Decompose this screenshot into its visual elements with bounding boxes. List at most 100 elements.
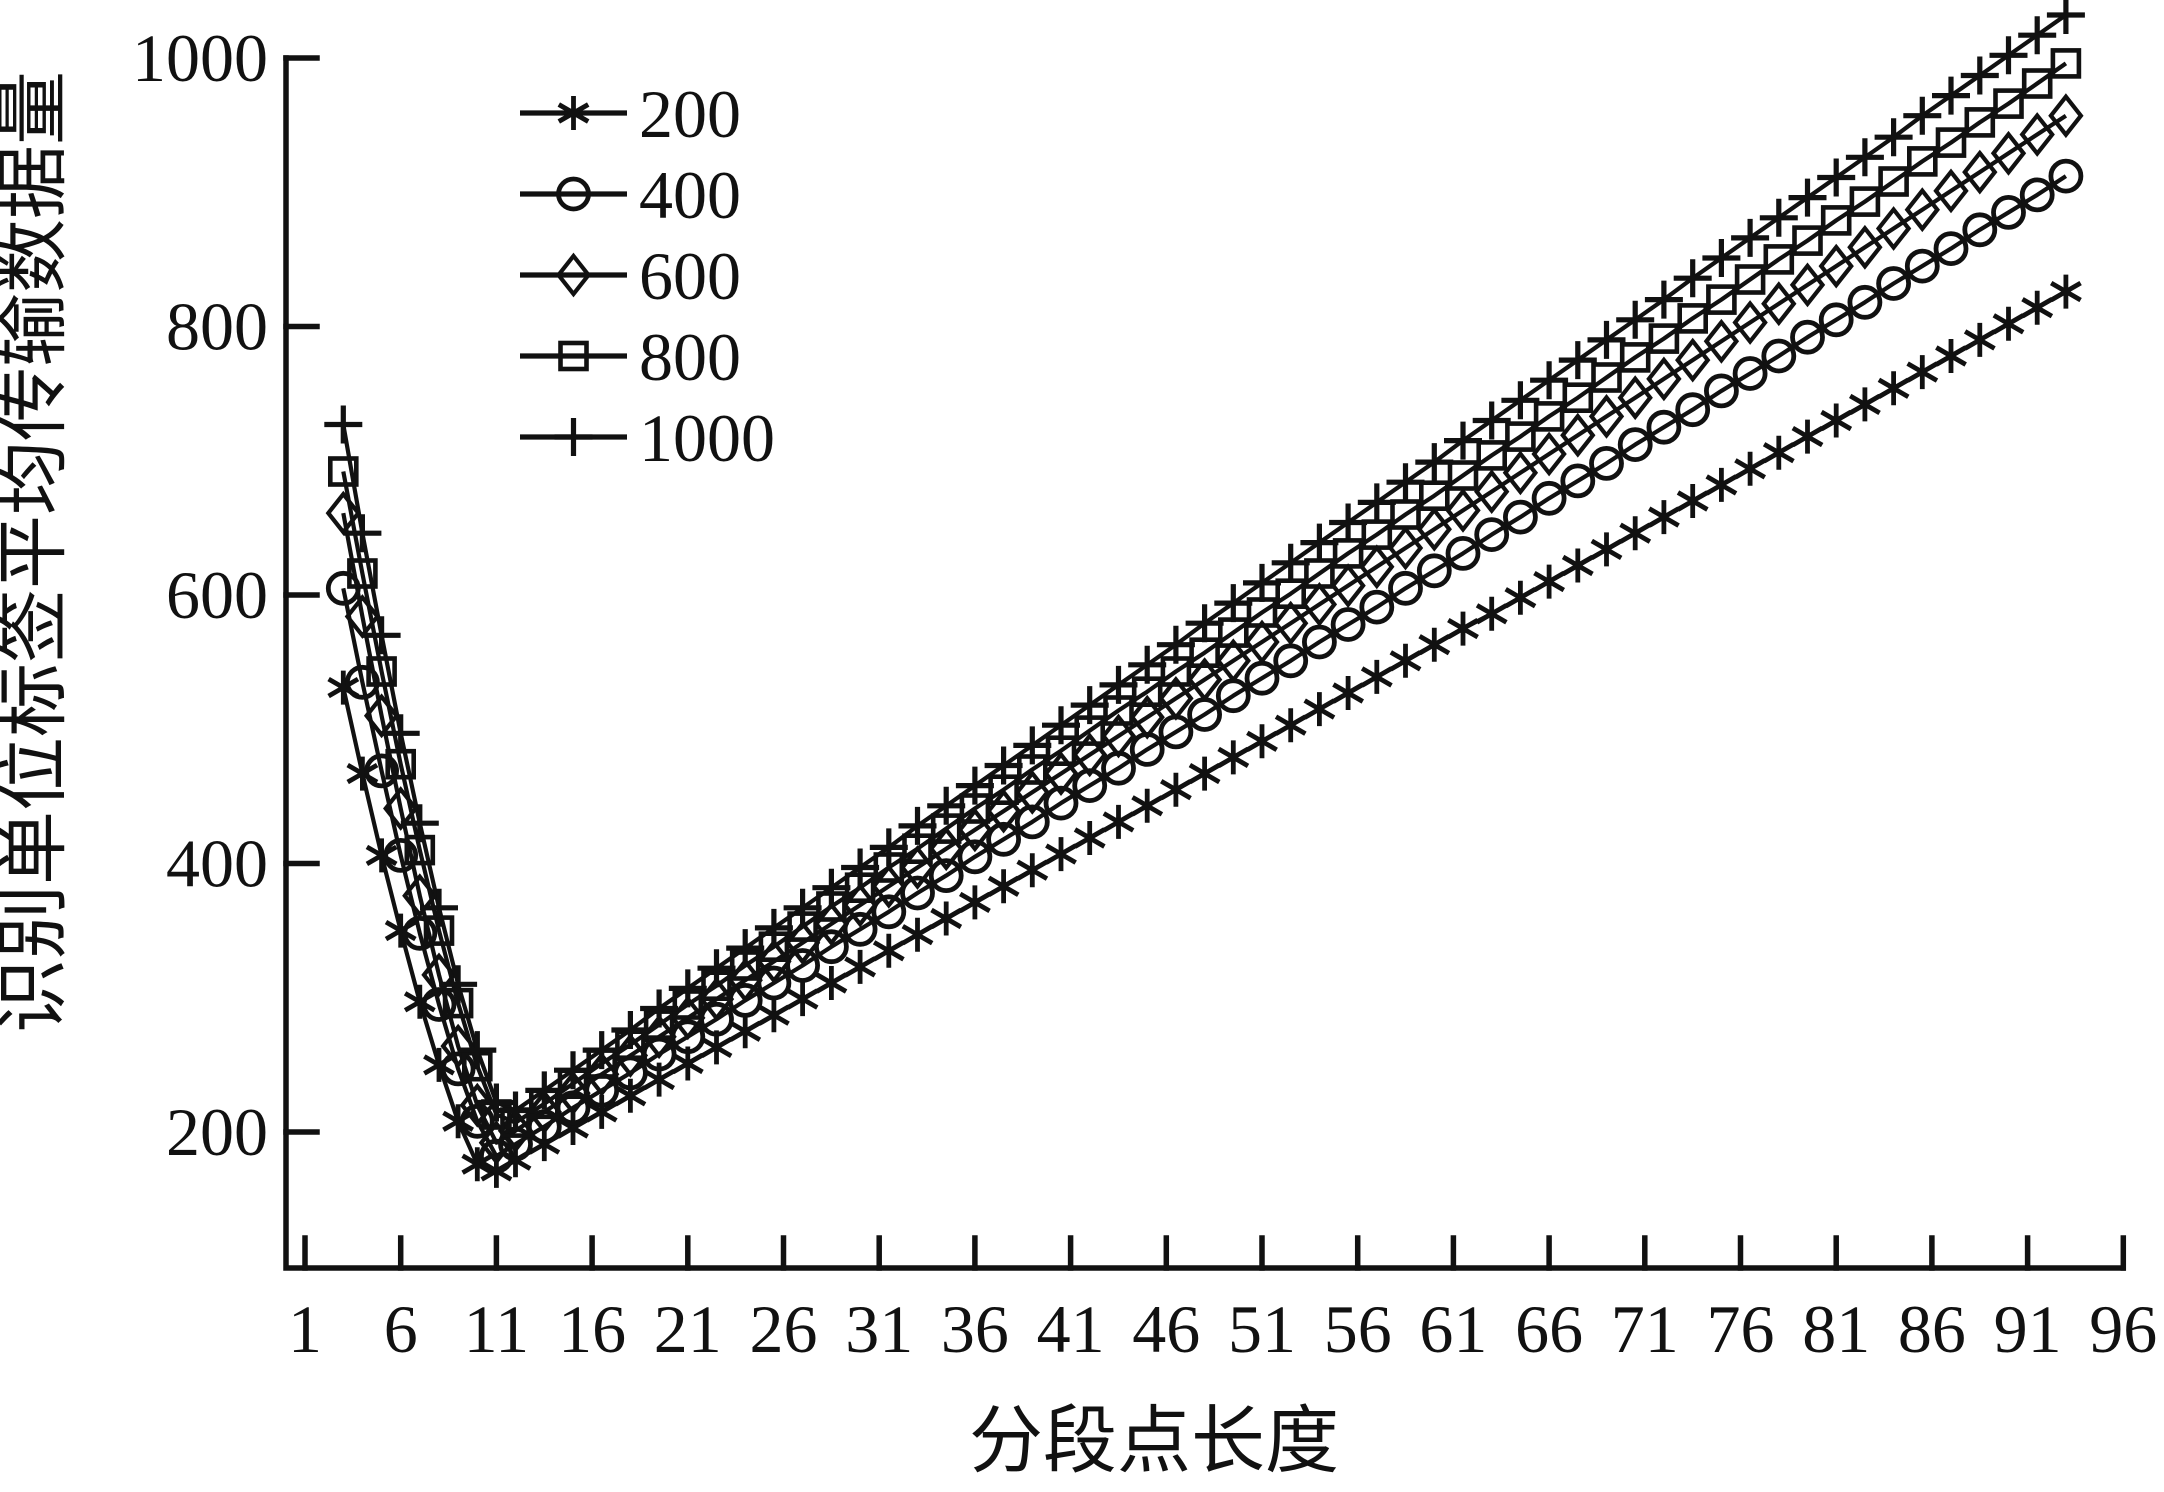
circle-marker [1818, 302, 1854, 338]
legend-label-400: 400 [639, 157, 741, 233]
diamond-marker [1761, 281, 1797, 327]
diamond-marker [1904, 187, 1940, 233]
plus-marker [554, 1051, 592, 1090]
plus-marker [1702, 239, 1741, 277]
square-marker [1619, 342, 1651, 373]
plus-marker [381, 714, 420, 753]
diamond-marker [1100, 713, 1137, 759]
diamond-marker [1244, 619, 1280, 665]
plus-marker [1616, 300, 1655, 339]
circle-marker [986, 821, 1021, 857]
asterisk-marker [1734, 451, 1767, 486]
plus-marker [1817, 158, 1856, 197]
plus-marker [420, 888, 458, 927]
diamond-marker [1273, 600, 1309, 646]
diamond-marker [1560, 412, 1596, 458]
x-tick-label-36: 36 [941, 1291, 1009, 1367]
plus-marker [400, 804, 439, 843]
square-marker [1648, 323, 1680, 354]
asterisk-marker [1360, 659, 1393, 694]
square-marker [1734, 264, 1766, 295]
diamond-marker [1474, 469, 1510, 514]
x-tick-label-46: 46 [1132, 1291, 1200, 1367]
circle-marker [1531, 480, 1567, 516]
diamond-marker [363, 693, 400, 739]
x-tick-label-66: 66 [1515, 1291, 1583, 1367]
legend-item-600: 600 [520, 238, 741, 314]
square-marker [1993, 88, 2024, 119]
diamond-marker [497, 1108, 534, 1154]
plus-marker [869, 828, 908, 867]
plus-marker [1156, 625, 1195, 664]
diamond-marker [1703, 318, 1740, 364]
diamond-marker [325, 490, 361, 536]
diamond-marker [1359, 544, 1395, 590]
plus-marker [1759, 198, 1798, 237]
plus-marker [927, 786, 966, 825]
diamond-marker [2019, 112, 2055, 157]
asterisk-marker [585, 1094, 618, 1129]
circle-marker [1474, 517, 1510, 552]
asterisk-marker [1762, 435, 1795, 470]
circle-marker [1589, 445, 1624, 481]
diamond-marker [1818, 243, 1854, 289]
diamond-marker [1962, 149, 1998, 195]
asterisk-marker [1791, 419, 1824, 454]
x-tick-label-71: 71 [1611, 1291, 1679, 1367]
square-marker [2050, 48, 2082, 79]
asterisk-marker [327, 670, 360, 705]
plus-marker [754, 908, 793, 947]
plus-marker [1788, 178, 1827, 217]
asterisk-marker [1820, 403, 1853, 438]
asterisk-marker [1217, 740, 1250, 775]
square-marker [1820, 205, 1852, 236]
asterisk-marker [844, 949, 877, 984]
plus-marker [1903, 96, 1942, 135]
x-tick-label-6: 6 [384, 1291, 418, 1367]
circle-marker [1273, 643, 1309, 679]
plus-marker [1185, 604, 1224, 643]
plus-marker [1472, 401, 1511, 440]
square-marker [1505, 421, 1536, 452]
plus-marker [582, 1031, 621, 1070]
asterisk-marker [1676, 484, 1709, 518]
circle-marker [1503, 499, 1538, 535]
asterisk-marker [1533, 564, 1566, 599]
asterisk-marker [557, 1111, 589, 1145]
asterisk-marker [815, 966, 848, 1000]
square-marker [1419, 480, 1450, 512]
square-marker [1878, 166, 1909, 197]
plus-marker [1329, 503, 1368, 542]
asterisk-marker [1389, 643, 1422, 678]
asterisk-marker [1647, 500, 1680, 535]
x-tick-label-86: 86 [1898, 1291, 1966, 1367]
plus-marker [1673, 259, 1712, 298]
plus-marker [1932, 76, 1970, 115]
y-tick-label-1000: 1000 [132, 20, 268, 96]
plus-marker [439, 965, 478, 1004]
series-800-line [341, 61, 2068, 1125]
series-800-markers [327, 48, 2082, 1138]
x-tick-label-51: 51 [1228, 1291, 1296, 1367]
diamond-marker [1416, 506, 1452, 552]
x-tick-label-41: 41 [1037, 1291, 1105, 1367]
plus-marker [1357, 483, 1396, 522]
asterisk-marker [1188, 756, 1221, 791]
circle-marker [421, 987, 457, 1022]
circle-marker [1962, 212, 1998, 248]
x-tick-label-81: 81 [1802, 1291, 1870, 1367]
asterisk-marker [1475, 596, 1508, 631]
asterisk-marker [757, 998, 790, 1033]
y-axis-title: 识别单位标签平均传输数据量 [0, 71, 75, 1033]
square-marker [1591, 362, 1622, 393]
square-marker [1706, 284, 1737, 315]
square-marker [1361, 519, 1393, 550]
legend-item-800: 800 [520, 319, 741, 395]
circle-marker [364, 753, 400, 789]
plus-marker [1960, 56, 1999, 95]
x-tick-label-31: 31 [845, 1291, 913, 1367]
x-tick-label-21: 21 [654, 1291, 722, 1367]
square-marker [1792, 225, 1823, 256]
asterisk-marker [1159, 772, 1192, 807]
